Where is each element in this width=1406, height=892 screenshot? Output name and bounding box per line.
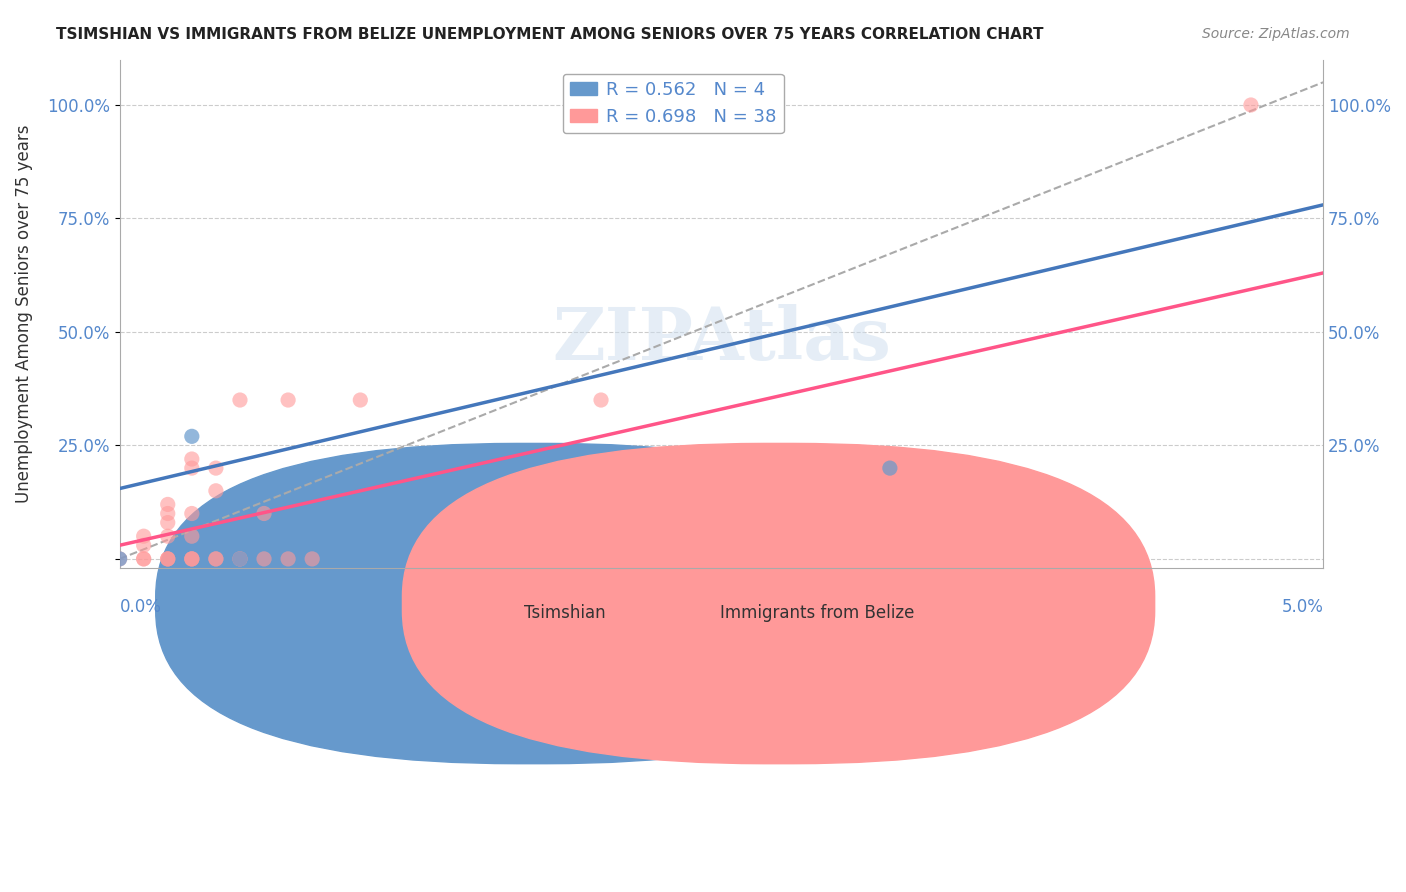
Point <box>1240 98 1263 112</box>
Point <box>349 392 371 407</box>
Point <box>180 461 202 475</box>
Point <box>180 552 202 566</box>
Point <box>494 552 516 566</box>
Y-axis label: Unemployment Among Seniors over 75 years: Unemployment Among Seniors over 75 years <box>15 125 32 503</box>
Point <box>108 552 131 566</box>
Legend: R = 0.562   N = 4, R = 0.698   N = 38: R = 0.562 N = 4, R = 0.698 N = 38 <box>562 74 783 133</box>
Text: Source: ZipAtlas.com: Source: ZipAtlas.com <box>1202 27 1350 41</box>
Point <box>132 552 155 566</box>
Point <box>132 538 155 552</box>
Point <box>1071 552 1094 566</box>
Point <box>229 552 252 566</box>
Point <box>205 461 228 475</box>
Point <box>205 552 228 566</box>
Point <box>132 529 155 543</box>
Point <box>156 529 179 543</box>
Point <box>879 461 901 475</box>
FancyBboxPatch shape <box>156 443 908 764</box>
Point <box>180 452 202 467</box>
Point <box>180 552 202 566</box>
Point <box>180 429 202 443</box>
Text: 5.0%: 5.0% <box>1281 599 1323 616</box>
Point <box>205 552 228 566</box>
Text: Tsimshian: Tsimshian <box>524 604 606 622</box>
Point <box>422 552 444 566</box>
Point <box>589 392 612 407</box>
Point <box>229 552 252 566</box>
Text: Immigrants from Belize: Immigrants from Belize <box>720 604 915 622</box>
Point <box>277 552 299 566</box>
FancyBboxPatch shape <box>402 443 1154 764</box>
Text: ZIPAtlas: ZIPAtlas <box>553 303 891 375</box>
Point <box>156 552 179 566</box>
Point <box>253 552 276 566</box>
Text: TSIMSHIAN VS IMMIGRANTS FROM BELIZE UNEMPLOYMENT AMONG SENIORS OVER 75 YEARS COR: TSIMSHIAN VS IMMIGRANTS FROM BELIZE UNEM… <box>56 27 1043 42</box>
Point <box>156 507 179 521</box>
Point <box>156 497 179 511</box>
Point <box>132 552 155 566</box>
Point <box>253 507 276 521</box>
Point <box>301 552 323 566</box>
Point <box>229 552 252 566</box>
Point <box>180 529 202 543</box>
Text: 0.0%: 0.0% <box>120 599 162 616</box>
Point <box>277 392 299 407</box>
Point <box>180 507 202 521</box>
Point <box>710 552 733 566</box>
Point <box>229 392 252 407</box>
Point <box>108 552 131 566</box>
Point <box>156 552 179 566</box>
Point <box>156 552 179 566</box>
Point <box>205 483 228 498</box>
Point <box>156 516 179 530</box>
Point <box>180 552 202 566</box>
